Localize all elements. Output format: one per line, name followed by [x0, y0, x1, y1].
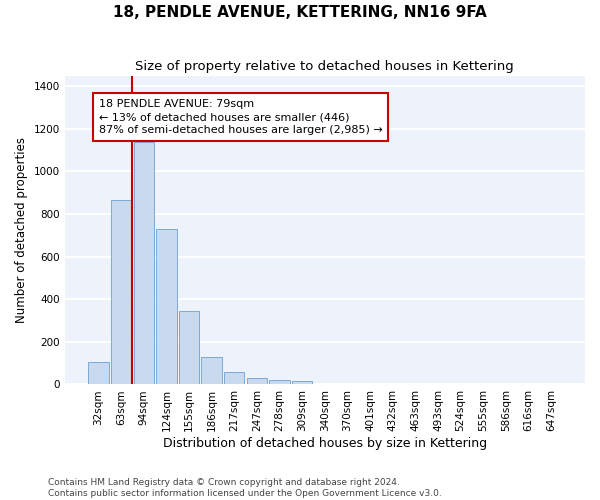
X-axis label: Distribution of detached houses by size in Kettering: Distribution of detached houses by size … [163, 437, 487, 450]
Text: 18, PENDLE AVENUE, KETTERING, NN16 9FA: 18, PENDLE AVENUE, KETTERING, NN16 9FA [113, 5, 487, 20]
Bar [179, 311, 199, 384]
Bar [247, 378, 267, 384]
Bar [134, 142, 154, 384]
Text: 18 PENDLE AVENUE: 79sqm
← 13% of detached houses are smaller (446)
87% of semi-d: 18 PENDLE AVENUE: 79sqm ← 13% of detache… [99, 99, 383, 136]
Bar [269, 380, 290, 384]
Y-axis label: Number of detached properties: Number of detached properties [15, 137, 28, 323]
Title: Size of property relative to detached houses in Kettering: Size of property relative to detached ho… [136, 60, 514, 73]
Bar [111, 200, 131, 384]
Bar [224, 372, 244, 384]
Text: Contains HM Land Registry data © Crown copyright and database right 2024.
Contai: Contains HM Land Registry data © Crown c… [48, 478, 442, 498]
Bar [292, 381, 313, 384]
Bar [202, 357, 222, 384]
Bar [156, 229, 176, 384]
Bar [88, 362, 109, 384]
